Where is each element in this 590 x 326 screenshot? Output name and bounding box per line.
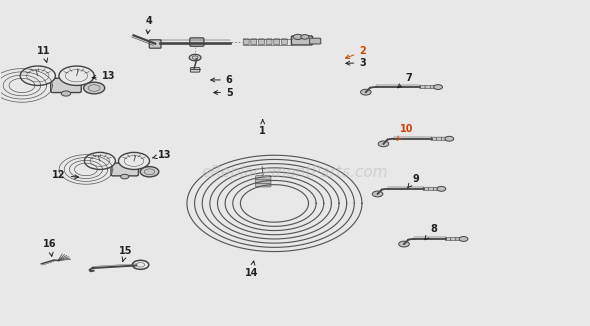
FancyBboxPatch shape	[281, 39, 287, 45]
FancyBboxPatch shape	[310, 38, 321, 44]
Text: 16: 16	[44, 240, 57, 256]
FancyBboxPatch shape	[258, 39, 264, 45]
Text: 7: 7	[398, 73, 412, 88]
Text: 13: 13	[92, 71, 115, 81]
FancyBboxPatch shape	[255, 183, 271, 187]
Text: 10: 10	[397, 124, 414, 140]
FancyBboxPatch shape	[451, 237, 456, 241]
Circle shape	[140, 167, 159, 177]
Circle shape	[61, 91, 71, 96]
Text: 8: 8	[425, 224, 437, 240]
FancyBboxPatch shape	[274, 39, 280, 45]
Circle shape	[293, 34, 303, 39]
FancyBboxPatch shape	[51, 78, 81, 93]
FancyBboxPatch shape	[111, 163, 139, 176]
FancyBboxPatch shape	[428, 187, 434, 190]
Circle shape	[20, 66, 55, 85]
Circle shape	[399, 241, 409, 247]
FancyBboxPatch shape	[434, 187, 439, 190]
Circle shape	[301, 35, 309, 39]
Text: 2: 2	[346, 47, 366, 59]
FancyBboxPatch shape	[190, 38, 204, 46]
Text: 5: 5	[214, 88, 232, 97]
FancyBboxPatch shape	[255, 176, 271, 180]
FancyBboxPatch shape	[291, 36, 313, 45]
Circle shape	[119, 152, 149, 170]
Circle shape	[84, 152, 116, 170]
Text: 11: 11	[37, 46, 50, 62]
FancyBboxPatch shape	[420, 85, 425, 89]
FancyBboxPatch shape	[425, 85, 431, 89]
Circle shape	[437, 186, 445, 191]
FancyBboxPatch shape	[456, 237, 461, 241]
Circle shape	[59, 66, 94, 85]
Text: 9: 9	[408, 173, 419, 188]
Text: 14: 14	[245, 261, 258, 278]
FancyBboxPatch shape	[243, 39, 249, 45]
Circle shape	[189, 54, 201, 61]
FancyBboxPatch shape	[431, 137, 437, 141]
Circle shape	[120, 174, 129, 179]
FancyBboxPatch shape	[266, 39, 272, 45]
Text: 3: 3	[346, 58, 366, 68]
FancyBboxPatch shape	[149, 40, 161, 48]
Text: 15: 15	[119, 246, 133, 261]
FancyBboxPatch shape	[191, 67, 200, 72]
FancyBboxPatch shape	[445, 237, 451, 241]
Text: eReplacementParts.com: eReplacementParts.com	[202, 165, 388, 180]
Text: 4: 4	[146, 16, 153, 34]
FancyBboxPatch shape	[442, 137, 447, 141]
FancyBboxPatch shape	[251, 39, 257, 45]
FancyBboxPatch shape	[423, 187, 428, 190]
Circle shape	[84, 82, 105, 94]
Text: 1: 1	[260, 120, 266, 136]
Circle shape	[360, 89, 371, 95]
FancyBboxPatch shape	[255, 179, 271, 183]
Text: 13: 13	[152, 150, 171, 160]
Text: 6: 6	[211, 75, 232, 85]
Text: 12: 12	[52, 170, 78, 180]
Circle shape	[459, 237, 468, 241]
FancyBboxPatch shape	[437, 137, 442, 141]
Circle shape	[378, 141, 389, 147]
Circle shape	[445, 136, 454, 141]
Circle shape	[434, 85, 442, 89]
FancyBboxPatch shape	[431, 85, 435, 89]
Circle shape	[372, 191, 383, 197]
